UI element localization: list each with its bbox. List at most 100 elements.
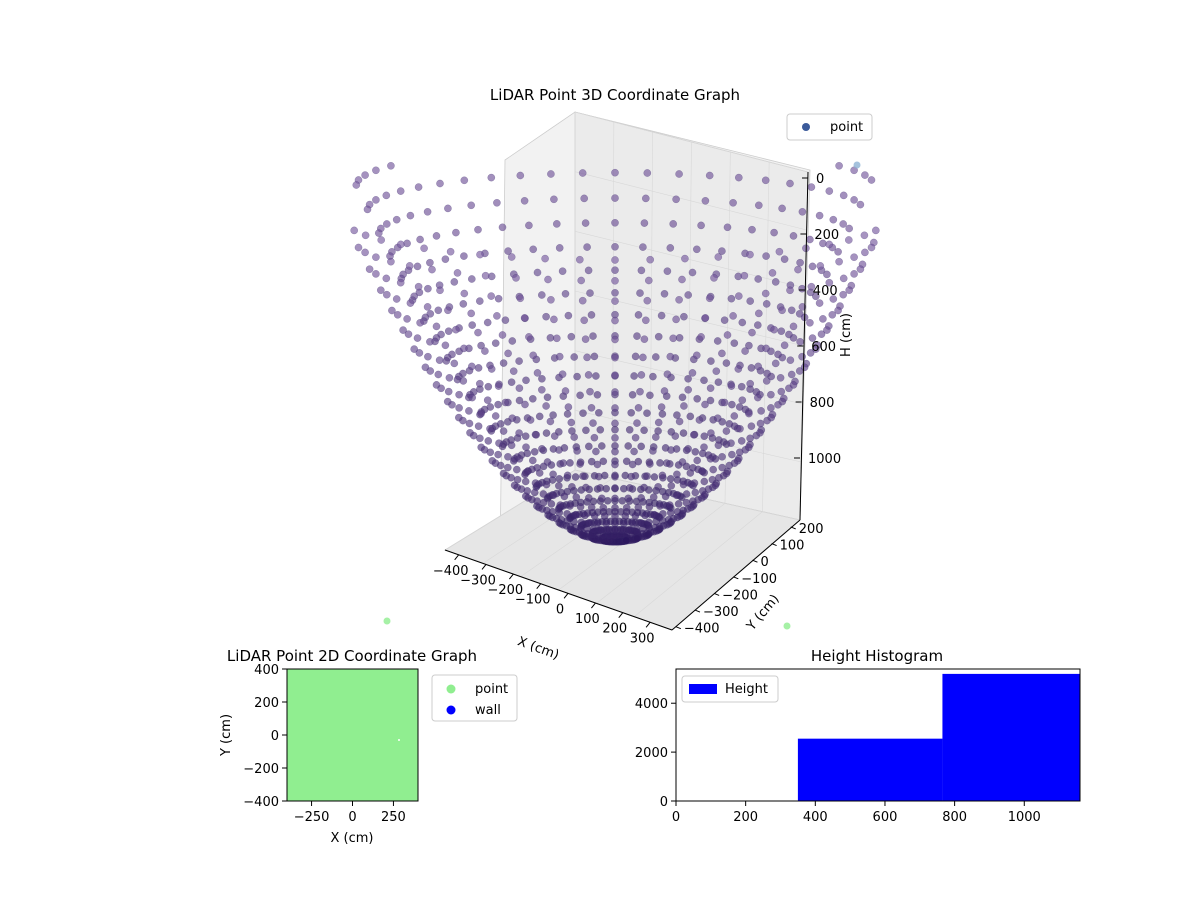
cloud-point	[477, 409, 485, 418]
cloud-point	[770, 228, 778, 237]
cloud-point	[571, 510, 580, 519]
cloud-point	[448, 400, 456, 409]
cloud-point	[666, 352, 675, 361]
y-tick-label-3d: −100	[741, 572, 777, 587]
cloud-point	[570, 433, 579, 441]
cloud-point	[744, 443, 753, 452]
cloud-point	[839, 220, 848, 228]
cloud-point	[740, 271, 749, 280]
z-tick-label-3d: 200	[814, 228, 839, 243]
cloud-point	[504, 247, 512, 255]
cloud-point	[746, 379, 755, 388]
cloud-point	[564, 311, 573, 320]
cloud-point	[533, 497, 541, 505]
cloud-point	[738, 318, 747, 327]
cloud-point	[526, 416, 535, 424]
cloud-point	[785, 330, 793, 339]
cloud-point	[789, 322, 798, 331]
cloud-point	[493, 312, 501, 320]
cloud-point	[442, 357, 451, 365]
x-tick-label-3d: 200	[602, 622, 627, 637]
y-tick-label-2d: 200	[254, 696, 279, 711]
cloud-point	[829, 295, 838, 303]
cloud-point	[441, 341, 450, 350]
cloud-point	[555, 446, 563, 454]
cloud-point	[693, 394, 702, 403]
cloud-point	[434, 370, 443, 379]
cloud-point	[628, 390, 637, 399]
cloud-point	[507, 253, 516, 261]
cloud-point	[646, 255, 655, 264]
cloud-point	[611, 218, 619, 227]
x-tick-label-3d: −300	[460, 573, 496, 588]
cloud-point	[543, 393, 552, 402]
cloud-point	[611, 266, 619, 275]
cloud-point	[675, 295, 683, 304]
cloud-point	[691, 488, 700, 497]
cloud-point	[643, 296, 652, 305]
cloud-point	[515, 384, 524, 393]
cloud-point	[467, 362, 476, 371]
cloud-point	[546, 417, 555, 426]
cloud-point	[424, 352, 432, 361]
cloud-point	[672, 491, 681, 500]
cloud-point	[674, 500, 683, 508]
cloud-point	[477, 341, 485, 350]
cloud-point	[542, 402, 550, 410]
cloud-point	[550, 195, 558, 204]
cloud-point	[460, 344, 468, 353]
cloud-point	[597, 442, 606, 450]
cloud-point	[707, 429, 715, 437]
cloud-point	[444, 306, 452, 315]
cloud-point	[669, 220, 678, 228]
cloud-point	[711, 481, 720, 490]
x-tick-label-2d: 250	[381, 810, 406, 825]
cloud-point	[529, 351, 538, 360]
cloud-point	[563, 410, 572, 418]
cloud-point	[701, 314, 710, 322]
cloud-point	[611, 256, 619, 264]
cloud-point	[720, 398, 729, 407]
legend-hist-swatch	[689, 684, 717, 694]
cloud-point	[662, 459, 671, 467]
cloud-point	[563, 516, 572, 525]
cloud-point	[533, 369, 542, 377]
cloud-point	[649, 447, 657, 455]
cloud-point	[602, 519, 611, 528]
cloud-point	[450, 359, 459, 368]
cloud-point	[576, 460, 584, 468]
cloud-point	[578, 296, 587, 305]
cloud-point	[424, 284, 432, 293]
cloud-point	[496, 461, 505, 470]
cloud-point	[714, 378, 723, 387]
cloud-point	[771, 359, 780, 368]
cloud-point	[585, 519, 594, 527]
cloud-point	[640, 426, 648, 435]
y-tick-label-2d: 400	[254, 663, 279, 678]
cloud-point	[468, 393, 477, 402]
cloud-point	[450, 278, 459, 286]
legend-2d-point-label: point	[475, 682, 508, 697]
cloud-point	[537, 291, 546, 299]
cloud-point	[860, 231, 869, 240]
cloud-point	[413, 262, 422, 271]
cloud-point	[584, 371, 593, 379]
cloud-point	[555, 352, 564, 361]
cloud-point	[436, 179, 444, 188]
cloud-point	[762, 300, 771, 308]
cloud-point	[550, 315, 558, 324]
cloud-point	[823, 270, 831, 279]
cloud-point	[627, 472, 636, 481]
cloud-point	[581, 219, 590, 227]
cloud-point	[786, 179, 794, 188]
cloud-point	[542, 312, 550, 321]
cloud-point	[493, 198, 501, 207]
cloud-point	[581, 335, 590, 344]
cloud-point	[580, 316, 589, 325]
cloud-point	[467, 275, 476, 283]
cloud-point	[762, 377, 771, 385]
cloud-point	[590, 352, 599, 361]
cloud-point	[467, 201, 476, 210]
cloud-point	[494, 450, 502, 459]
y-ticks-histogram: 0 2000 4000	[635, 697, 676, 810]
